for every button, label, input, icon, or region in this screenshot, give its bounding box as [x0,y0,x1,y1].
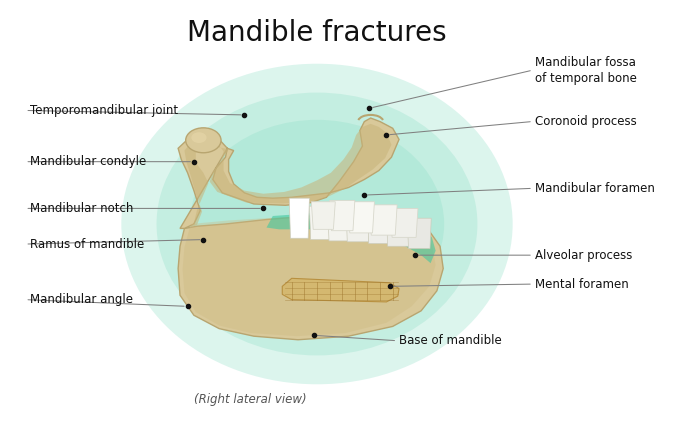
Polygon shape [348,202,374,233]
Ellipse shape [190,120,444,328]
Text: Mental foramen: Mental foramen [535,278,629,291]
Polygon shape [267,213,435,263]
Ellipse shape [157,93,477,355]
Text: Mandibular foramen: Mandibular foramen [535,182,655,195]
Polygon shape [367,209,393,244]
Text: (Right lateral view): (Right lateral view) [194,393,307,406]
Text: Mandibular fossa
of temporal bone: Mandibular fossa of temporal bone [535,56,637,85]
Polygon shape [178,215,444,340]
Polygon shape [328,209,351,241]
Polygon shape [407,218,431,249]
Polygon shape [310,206,331,240]
Text: Alveolar process: Alveolar process [535,249,632,262]
Text: Mandibular condyle: Mandibular condyle [30,155,146,168]
Text: Mandibular angle: Mandibular angle [30,293,133,306]
Polygon shape [390,208,418,237]
Text: Base of mandible: Base of mandible [399,334,502,347]
Polygon shape [182,215,435,336]
Polygon shape [346,208,370,242]
Polygon shape [184,124,392,228]
Polygon shape [289,198,310,238]
Polygon shape [386,213,412,246]
Text: Mandibular notch: Mandibular notch [30,202,133,215]
Text: Ramus of mandible: Ramus of mandible [30,237,144,250]
Polygon shape [312,202,335,229]
Text: Mandible fractures: Mandible fractures [187,18,447,47]
Polygon shape [282,278,399,302]
Polygon shape [369,205,397,235]
Text: Temporomandibular joint: Temporomandibular joint [30,104,178,117]
Polygon shape [330,200,355,231]
FancyBboxPatch shape [0,0,639,448]
Circle shape [186,128,221,153]
Circle shape [191,132,207,143]
Ellipse shape [121,64,513,384]
Text: Coronoid process: Coronoid process [535,115,637,128]
Polygon shape [178,118,399,228]
